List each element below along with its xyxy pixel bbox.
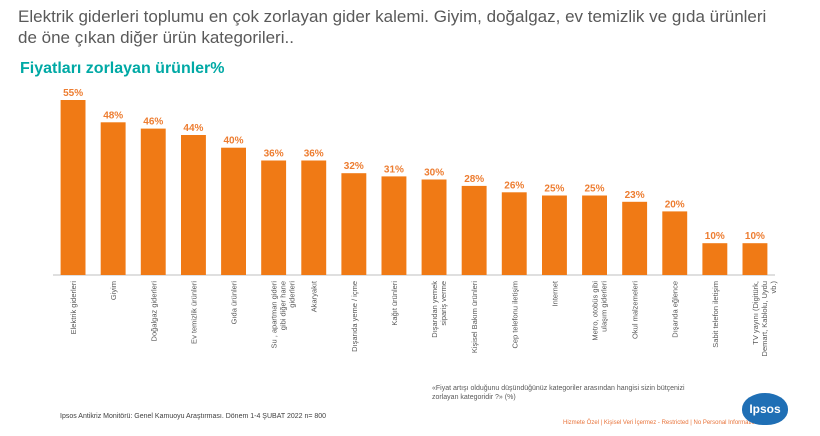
data-label: 46% [143,117,163,128]
data-label: 48% [103,110,123,121]
category-label: Ev temizlik ürünleri [189,281,198,344]
data-label: 55% [63,88,83,99]
bar [100,122,126,275]
category-label-line: Dışarıda yeme / içme [350,281,359,352]
category-label: Cep telefonu iletişim [510,281,519,349]
bar [421,179,447,275]
data-label: 10% [745,231,765,242]
bar [341,173,367,275]
category-label-line: ulaşım giderleri [600,281,609,332]
category-label-line: Kağıt ürünleri [390,281,399,326]
category-label: Akaryakıt [310,280,319,312]
headline: Elektrik giderleri toplumu en çok zorlay… [18,7,767,47]
bar [622,201,648,275]
chart-title: Fiyatları zorlayan ürünler% [20,60,225,77]
data-label: 40% [223,136,243,147]
question-footnote: «Fiyat artışı olduğunu düşündüğünüz kate… [432,385,685,401]
data-label: 32% [344,161,364,172]
category-label-line: Dışarıda eğlence [671,281,680,338]
category-label: Su , apartman gideri gibi diğer hane gider… [270,281,297,349]
category-label-line: Demart, Kablolu, Uydu [760,281,769,356]
category-label-line: Internet [550,280,559,306]
category-label: Giyim [109,281,118,300]
bar-chart: 55% Elektrik giderleri 48% Giyim 46% Doğalgaz… [53,88,778,357]
category-label-line: TV yayını (Digitürk, [751,281,760,345]
category-label-line: Doğalgaz giderleri [149,281,158,342]
source-note: Ipsos Antikriz Monitörü: Genel Kamuoyu A… [60,413,327,420]
category-label-line: sipariş verme [439,281,448,326]
category-label-line: Dışarıdan yemek [430,281,439,338]
data-label: 26% [504,180,524,191]
category-label: Okul malzemeleri [631,281,640,339]
category-label: TV yayını (Digitürk, Demart, Kablolu, Uyd… [751,281,778,357]
bar [261,160,287,275]
bar [60,100,86,275]
category-label: Gıda ürünleri [230,281,239,325]
data-label: 30% [424,168,444,179]
category-label-line: vb.) [769,281,778,294]
bar [140,128,166,275]
category-label: Kağıt ürünleri [390,281,399,326]
category-label: Sabit telefon iletişim [711,281,720,348]
bar [501,192,527,275]
bar [542,195,567,275]
bar [181,135,206,275]
data-label: 44% [183,123,203,134]
category-label-line: Gıda ürünleri [230,281,239,325]
bar [582,195,607,275]
data-label: 36% [264,149,284,160]
bar [461,185,487,275]
classification-label: Hizmete Özel | Kişisel Veri İçermez - Re… [563,420,759,426]
category-label-line: Giyim [109,281,118,300]
category-label-line: Su , apartman gideri [270,281,279,349]
category-label-line: Kişisel Bakım ürünleri [470,281,479,353]
category-label-line: Metro, otobüs gibi [591,281,600,341]
data-label: 36% [304,149,324,160]
bar [702,243,728,275]
data-label: 25% [584,184,604,195]
category-label-line: Akaryakıt [310,280,319,312]
category-label-line: Elektrik giderleri [69,281,78,335]
data-label: 20% [665,199,685,210]
category-label: Internet [550,280,559,306]
category-label-line: Cep telefonu iletişim [510,281,519,349]
category-label-line: Okul malzemeleri [631,281,640,339]
category-label: Dışarıdan yemek sipariş verme [430,281,448,338]
bar [221,147,246,275]
bar [742,243,768,275]
data-label: 23% [625,190,645,201]
data-label: 10% [705,231,725,242]
category-label: Elektrik giderleri [69,281,78,335]
category-label-line: gibi diğer hane [279,281,288,330]
category-label-line: Ev temizlik ürünleri [189,281,198,344]
category-label-line: Sabit telefon iletişim [711,281,720,348]
category-label: Metro, otobüs gibi ulaşım giderleri [591,281,609,341]
bar [381,176,407,275]
bar [301,160,327,275]
category-label-line: giderleri [288,281,297,308]
ipsos-logo: Ipsos [742,393,788,425]
data-label: 31% [384,164,404,175]
bar [662,211,688,275]
category-label: Kişisel Bakım ürünleri [470,281,479,353]
category-label: Dışarıda eğlence [671,281,680,338]
category-label: Dışarıda yeme / içme [350,281,359,352]
data-label: 28% [464,174,484,185]
category-label: Doğalgaz giderleri [149,281,158,342]
data-label: 25% [544,184,564,195]
